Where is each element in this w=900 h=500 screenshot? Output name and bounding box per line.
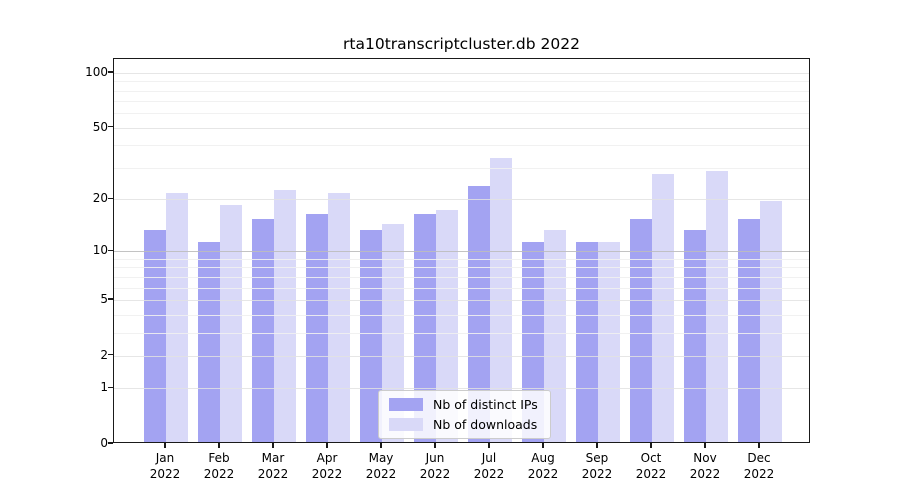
x-tick-label-oct: Oct 2022 <box>635 451 667 481</box>
y-tick-mark-100 <box>108 71 113 73</box>
bar-ips-oct <box>630 219 652 442</box>
y-tick-label-2: 2 <box>100 347 108 362</box>
bar-downloads-oct <box>652 174 674 442</box>
bar-downloads-mar <box>274 189 296 442</box>
plot-area <box>113 58 810 443</box>
x-tick-mark-oct <box>650 443 652 448</box>
bar-downloads-dec <box>760 201 782 442</box>
x-tick-mark-jul <box>488 443 490 448</box>
bar-ips-sep <box>576 242 598 442</box>
y-tick-mark-2 <box>108 354 113 356</box>
legend-swatch-distinct-ips <box>389 398 423 411</box>
legend-swatch-downloads <box>389 418 423 431</box>
x-tick-label-jun: Jun 2022 <box>419 451 451 481</box>
y-tick-label-10: 10 <box>92 243 108 258</box>
y-tick-label-100: 100 <box>85 64 108 79</box>
y-tick-mark-1 <box>108 386 113 388</box>
y-tick-label-1: 1 <box>100 380 108 395</box>
y-tick-label-5: 5 <box>100 291 108 306</box>
bar-ips-dec <box>738 219 760 442</box>
bar-downloads-sep <box>598 242 620 442</box>
bar-ips-mar <box>252 219 274 442</box>
bar-ips-apr <box>306 214 328 442</box>
legend-item-downloads: Nb of downloads <box>389 417 538 432</box>
x-tick-mark-jan <box>164 443 166 448</box>
bar-downloads-feb <box>220 205 242 442</box>
bar-ips-feb <box>198 242 220 442</box>
x-tick-label-mar: Mar 2022 <box>257 451 289 481</box>
legend-item-distinct-ips: Nb of distinct IPs <box>389 397 538 412</box>
y-tick-mark-5 <box>108 298 113 300</box>
bar-ips-jun <box>414 214 436 442</box>
y-tick-label-20: 20 <box>92 191 108 206</box>
x-tick-mark-dec <box>758 443 760 448</box>
bars-layer <box>114 59 809 442</box>
bar-downloads-nov <box>706 171 728 442</box>
x-tick-label-feb: Feb 2022 <box>203 451 235 481</box>
bar-ips-nov <box>684 229 706 442</box>
y-tick-label-0: 0 <box>100 436 108 450</box>
x-tick-mark-feb <box>218 443 220 448</box>
x-tick-mark-sep <box>596 443 598 448</box>
x-tick-label-dec: Dec 2022 <box>743 451 775 481</box>
y-tick-mark-20 <box>108 197 113 199</box>
bar-ips-jul <box>468 186 490 442</box>
x-tick-mark-apr <box>326 443 328 448</box>
x-tick-mark-jun <box>434 443 436 448</box>
x-tick-label-jul: Jul 2022 <box>473 451 505 481</box>
x-tick-mark-nov <box>704 443 706 448</box>
y-tick-mark-10 <box>108 249 113 251</box>
y-tick-label-50: 50 <box>92 119 108 134</box>
x-tick-label-may: May 2022 <box>365 451 397 481</box>
chart-title: rta10transcriptcluster.db 2022 <box>343 35 580 53</box>
x-tick-label-sep: Sep 2022 <box>581 451 613 481</box>
x-tick-label-aug: Aug 2022 <box>527 451 559 481</box>
bar-downloads-apr <box>328 193 350 442</box>
bar-downloads-jan <box>166 193 188 442</box>
y-tick-mark-50 <box>108 126 113 128</box>
bar-ips-jan <box>144 229 166 442</box>
legend-label-distinct-ips: Nb of distinct IPs <box>433 397 538 412</box>
x-tick-mark-aug <box>542 443 544 448</box>
legend-label-downloads: Nb of downloads <box>433 417 538 432</box>
x-tick-label-nov: Nov 2022 <box>689 451 721 481</box>
legend: Nb of distinct IPs Nb of downloads <box>378 390 551 439</box>
x-tick-mark-mar <box>272 443 274 448</box>
x-tick-label-apr: Apr 2022 <box>311 451 343 481</box>
x-tick-label-jan: Jan 2022 <box>149 451 181 481</box>
y-tick-mark-0 <box>108 442 113 444</box>
x-tick-mark-may <box>380 443 382 448</box>
